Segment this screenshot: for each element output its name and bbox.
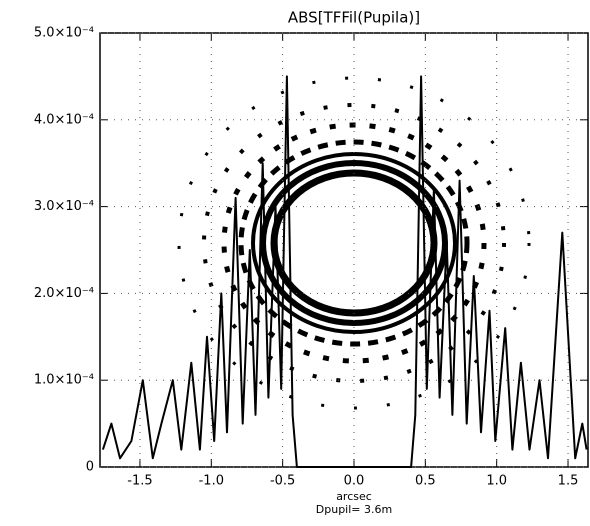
contour xyxy=(260,160,448,326)
subtitle: Dpupil= 3.6m xyxy=(316,503,392,516)
x-tick-label: -1.5 xyxy=(127,474,152,489)
x-tick-label: -0.5 xyxy=(270,474,295,489)
y-tick-label: 0 xyxy=(86,460,94,475)
profile-line xyxy=(101,75,588,468)
y-tick-label: 2.0×10⁻⁴ xyxy=(34,286,94,301)
x-tick-label: 1.0 xyxy=(486,474,507,489)
contour xyxy=(238,139,470,347)
x-axis-label: arcsec xyxy=(336,490,372,503)
x-tick-label: 0.0 xyxy=(344,474,365,489)
y-tick-label: 4.0×10⁻⁴ xyxy=(34,112,94,127)
y-tick-label: 3.0×10⁻⁴ xyxy=(34,199,94,214)
contour xyxy=(251,152,457,334)
x-tick-label: 1.5 xyxy=(558,474,579,489)
y-tick-label: 5.0×10⁻⁴ xyxy=(34,26,94,41)
y-tick-label: 1.0×10⁻⁴ xyxy=(34,373,94,388)
chart-title: ABS[TFFil(Pupila)] xyxy=(288,9,420,27)
x-tick-label: 0.5 xyxy=(415,474,436,489)
contour xyxy=(202,103,506,383)
contour xyxy=(177,76,531,410)
x-tick-label: -1.0 xyxy=(199,474,224,489)
